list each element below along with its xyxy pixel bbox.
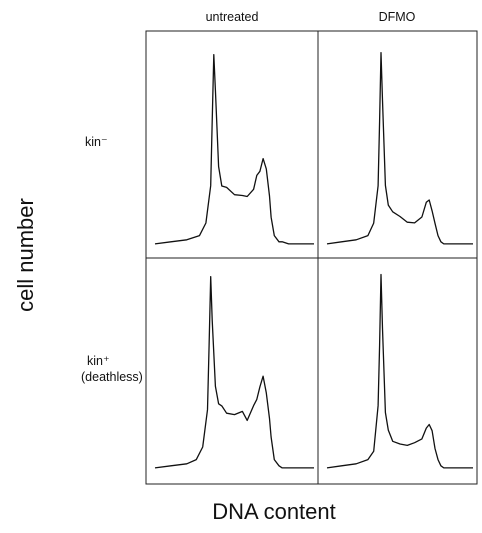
histogram-trace-3 <box>326 273 473 469</box>
row-label-kin-minus: kin⁻ <box>85 135 108 149</box>
histogram-trace-0 <box>154 53 314 245</box>
histogram-traces <box>154 51 473 469</box>
column-label-untreated: untreated <box>206 10 259 24</box>
row-label-kin-plus: kin⁺ <box>87 354 110 368</box>
x-axis-label: DNA content <box>212 499 336 524</box>
histogram-trace-2 <box>154 275 314 469</box>
column-label-dfmo: DFMO <box>379 10 416 24</box>
histogram-trace-1 <box>326 51 473 245</box>
row-label-deathless: (deathless) <box>81 370 143 384</box>
y-axis-label: cell number <box>13 198 38 312</box>
